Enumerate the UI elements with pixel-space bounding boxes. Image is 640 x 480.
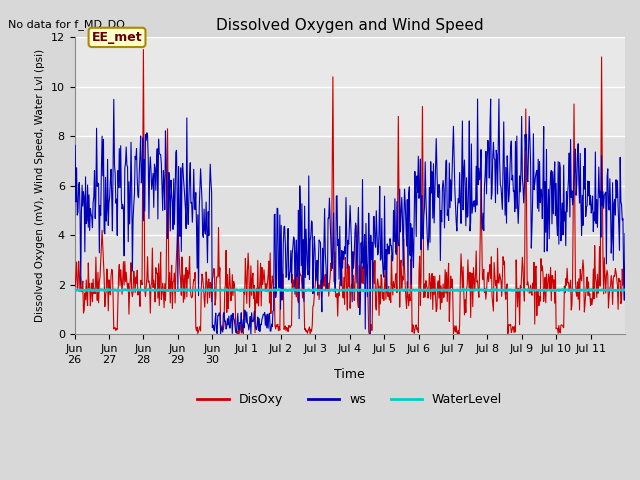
WaterLevel [392,287,399,293]
DisOxy [140,47,147,52]
DisOxy [621,281,629,287]
Y-axis label: Dissolved Oxygen (mV), Wind Speed, Water Lvl (psi): Dissolved Oxygen (mV), Wind Speed, Water… [35,49,45,322]
WaterLevel [423,288,431,294]
ws [490,139,497,145]
ws [391,196,399,202]
WaterLevel [104,288,112,293]
X-axis label: Time: Time [334,368,365,381]
WaterLevel [546,288,554,293]
DisOxy [104,308,112,314]
ws [70,214,78,219]
WaterLevel [490,288,497,293]
Line: DisOxy: DisOxy [74,49,625,334]
DisOxy [70,275,78,280]
Bar [74,37,625,136]
ws [406,184,413,190]
Line: ws: ws [74,99,625,334]
Text: EE_met: EE_met [92,31,142,44]
Title: Dissolved Oxygen and Wind Speed: Dissolved Oxygen and Wind Speed [216,18,484,33]
WaterLevel [289,286,296,292]
WaterLevel [335,288,343,294]
DisOxy [406,298,414,304]
ws [621,230,629,236]
DisOxy [490,308,497,314]
ws [474,96,481,102]
WaterLevel [621,287,629,293]
Legend: DisOxy, ws, WaterLevel: DisOxy, ws, WaterLevel [192,388,508,411]
WaterLevel [70,287,78,292]
ws [104,222,112,228]
DisOxy [392,273,399,278]
ws [366,331,374,337]
ws [422,195,429,201]
Line: WaterLevel: WaterLevel [74,289,625,291]
ws [546,189,554,194]
DisOxy [546,287,554,293]
WaterLevel [406,288,414,293]
DisOxy [423,283,431,288]
DisOxy [307,331,314,337]
Text: No data for f_MD_DO: No data for f_MD_DO [8,19,125,30]
